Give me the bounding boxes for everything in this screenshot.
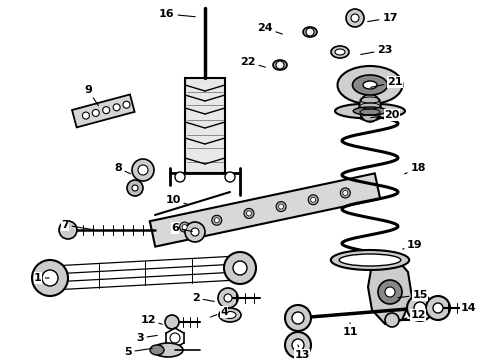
Circle shape: [218, 288, 238, 308]
Circle shape: [42, 270, 58, 286]
Circle shape: [275, 61, 284, 69]
Circle shape: [244, 208, 253, 219]
Circle shape: [377, 280, 401, 304]
Ellipse shape: [339, 254, 400, 266]
Circle shape: [132, 185, 138, 191]
Circle shape: [214, 218, 219, 223]
Ellipse shape: [334, 49, 345, 55]
Circle shape: [182, 225, 187, 230]
Circle shape: [278, 204, 283, 209]
Text: 3: 3: [136, 333, 157, 343]
Text: 12: 12: [402, 310, 425, 320]
Ellipse shape: [334, 104, 404, 118]
Text: 4: 4: [210, 307, 227, 317]
Text: 12: 12: [140, 315, 162, 325]
Text: 15: 15: [397, 290, 427, 300]
Text: 20: 20: [370, 110, 399, 120]
Circle shape: [276, 202, 285, 212]
Circle shape: [92, 109, 99, 116]
Text: 23: 23: [360, 45, 392, 55]
Circle shape: [224, 294, 231, 302]
Circle shape: [123, 101, 130, 108]
Circle shape: [127, 180, 142, 196]
Text: 18: 18: [404, 163, 425, 174]
Circle shape: [310, 197, 315, 202]
Ellipse shape: [352, 75, 386, 95]
Circle shape: [191, 228, 199, 236]
Circle shape: [346, 9, 363, 27]
Text: 16: 16: [159, 9, 195, 19]
Circle shape: [102, 107, 109, 114]
Circle shape: [305, 28, 313, 36]
Circle shape: [170, 333, 180, 343]
Circle shape: [179, 222, 189, 232]
Ellipse shape: [150, 345, 163, 355]
Ellipse shape: [358, 94, 380, 122]
Text: 11: 11: [342, 323, 357, 337]
Circle shape: [246, 211, 251, 216]
Circle shape: [138, 165, 148, 175]
Circle shape: [350, 14, 358, 22]
Circle shape: [32, 260, 68, 296]
Ellipse shape: [352, 107, 386, 115]
Polygon shape: [149, 174, 379, 247]
Circle shape: [224, 172, 235, 182]
Circle shape: [291, 312, 304, 324]
Circle shape: [384, 287, 394, 297]
Bar: [184, 78, 224, 173]
Ellipse shape: [330, 46, 348, 58]
Circle shape: [307, 195, 318, 205]
Text: 10: 10: [165, 195, 187, 205]
Text: 22: 22: [240, 57, 265, 67]
Circle shape: [82, 112, 89, 119]
Text: 17: 17: [367, 13, 397, 23]
Circle shape: [132, 159, 154, 181]
Circle shape: [184, 222, 204, 242]
Text: 2: 2: [192, 293, 214, 303]
Polygon shape: [367, 257, 411, 324]
Text: 13: 13: [294, 345, 309, 360]
Circle shape: [59, 221, 77, 239]
Ellipse shape: [337, 66, 402, 104]
Circle shape: [285, 332, 310, 358]
Circle shape: [384, 313, 398, 327]
Text: 9: 9: [84, 85, 98, 106]
Text: 8: 8: [114, 163, 130, 174]
Text: 1: 1: [34, 273, 49, 283]
Circle shape: [406, 295, 432, 321]
Circle shape: [211, 215, 222, 225]
Ellipse shape: [153, 343, 183, 357]
Ellipse shape: [224, 311, 236, 319]
Text: 14: 14: [452, 303, 475, 313]
Circle shape: [113, 104, 120, 111]
Ellipse shape: [330, 250, 408, 270]
Ellipse shape: [272, 60, 286, 70]
Circle shape: [425, 296, 449, 320]
Ellipse shape: [219, 308, 241, 322]
Circle shape: [432, 303, 442, 313]
Circle shape: [175, 172, 184, 182]
Text: 7: 7: [61, 220, 92, 230]
Text: 5: 5: [124, 347, 152, 357]
Polygon shape: [72, 94, 134, 127]
Circle shape: [164, 315, 179, 329]
Text: 24: 24: [257, 23, 282, 34]
Ellipse shape: [362, 81, 376, 89]
Circle shape: [342, 190, 347, 195]
Circle shape: [232, 261, 246, 275]
Text: 21: 21: [370, 77, 402, 87]
Ellipse shape: [303, 27, 316, 37]
Circle shape: [340, 188, 349, 198]
Circle shape: [413, 302, 425, 314]
Circle shape: [291, 339, 304, 351]
Circle shape: [285, 305, 310, 331]
Text: 19: 19: [402, 240, 422, 250]
Text: 6: 6: [171, 223, 192, 233]
Circle shape: [224, 252, 256, 284]
